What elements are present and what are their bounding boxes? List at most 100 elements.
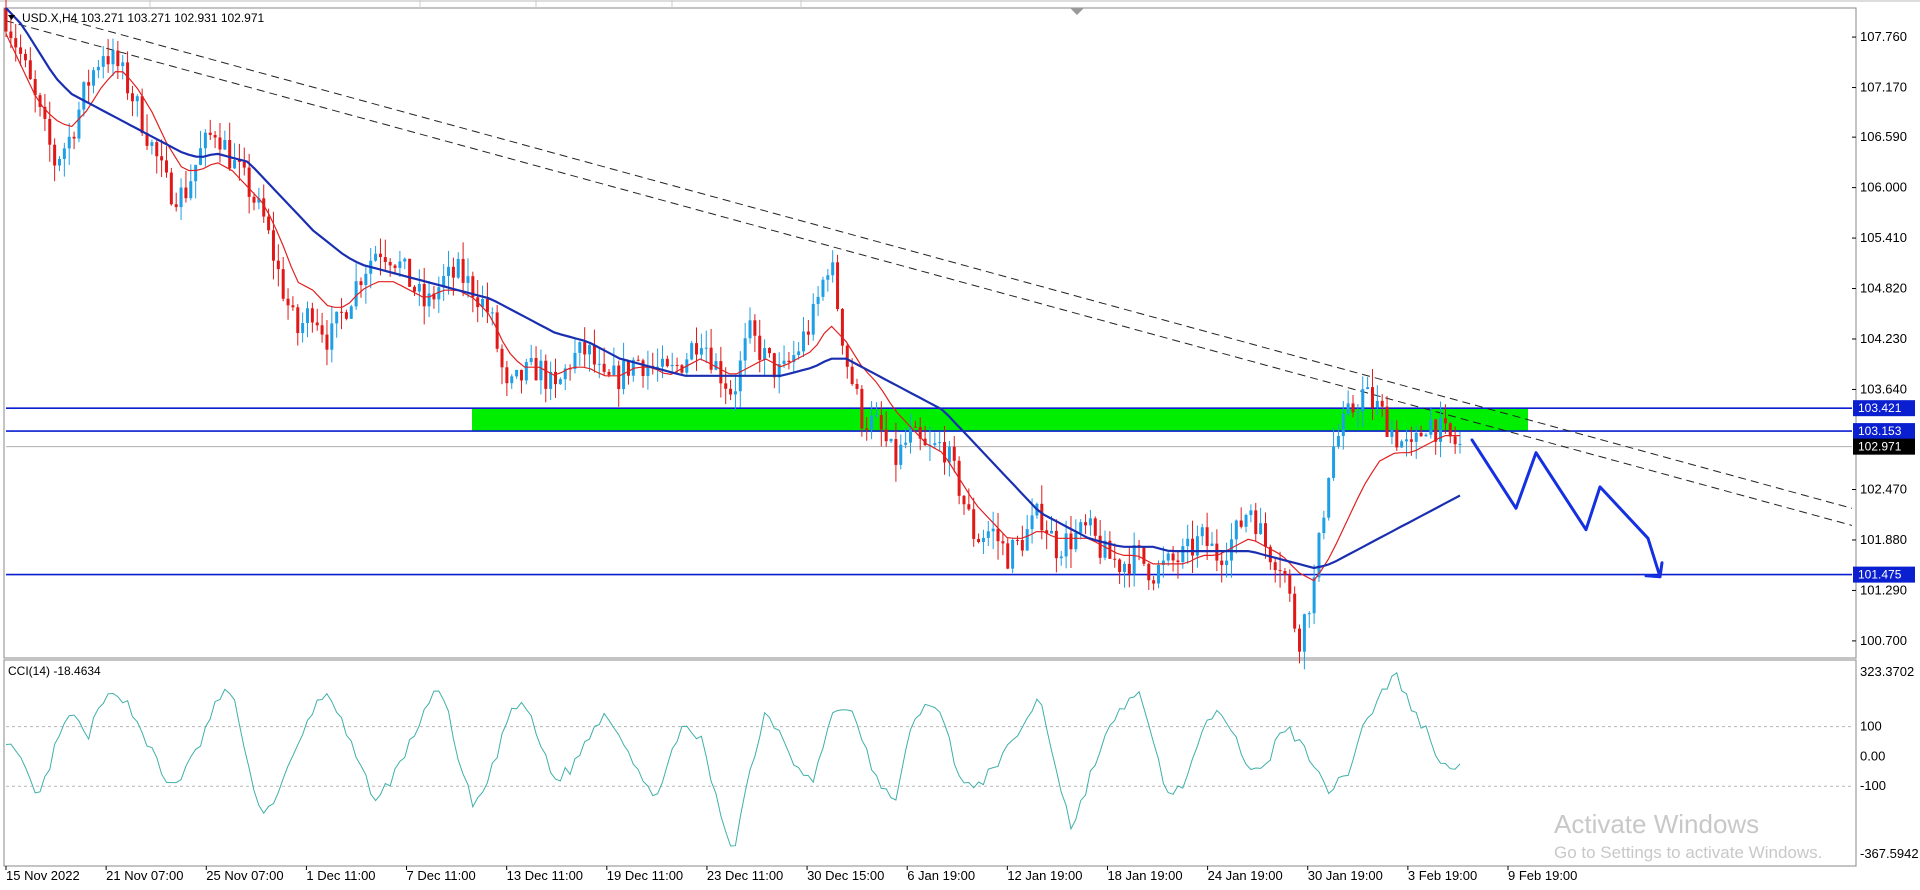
candle-body [422,284,426,307]
candle-body [665,358,669,367]
time-tick-label: 7 Dec 11:00 [407,868,476,883]
candle [554,358,558,398]
candle-body [1239,520,1243,527]
candle [330,306,334,363]
candle-body [1166,553,1170,561]
candle [690,340,694,361]
price-tick-label: 100.700 [1860,633,1907,648]
projection-path[interactable] [1470,438,1662,579]
supply-zone[interactable] [472,408,1528,432]
candle [1064,520,1068,569]
candle-body [296,307,300,334]
candle [787,352,791,370]
candle-body [1205,527,1209,546]
candle [28,47,32,81]
candle-body [806,331,810,335]
candle [578,341,582,366]
activation-watermark-subtitle: Go to Settings to activate Windows. [1554,843,1822,862]
candle [524,358,528,385]
candle-body [670,364,674,367]
candle-body [1322,517,1326,534]
candle [947,441,951,477]
candle [461,242,465,297]
candle [1210,532,1214,547]
candle [150,139,154,155]
candle-body [1259,523,1263,534]
candle-body [874,415,878,417]
candle-body [714,361,718,370]
candle [758,319,762,373]
candle [359,277,363,298]
candle [135,94,139,117]
candle-body [354,281,358,307]
candle-body [1249,510,1253,516]
candle-body [1385,406,1389,437]
candle-body [427,293,431,307]
candle-body [121,62,125,67]
candle-body [1405,439,1409,442]
trendlines[interactable] [5,20,1853,526]
candle-body [583,342,587,355]
candle-body [1361,389,1365,412]
candle [962,494,966,515]
candle [344,309,348,321]
candle [816,286,820,316]
candle [179,178,183,221]
candle-body [471,276,475,298]
candle [811,293,815,341]
candle [62,142,66,177]
projection-layer[interactable] [1470,438,1664,579]
candle-body [1414,432,1418,442]
candle [1074,519,1078,553]
candle [340,298,344,330]
candle [1351,395,1355,418]
candle [101,46,105,79]
candle-body [33,79,37,96]
candle-body [1181,546,1185,563]
candle-body [558,379,562,385]
level-badge-103.153: 103.153 [1858,424,1902,438]
candle-body [904,442,908,445]
candle-body [53,144,57,166]
main-panel-frame [3,7,1857,659]
symbol-header: USD.X,H4 103.271 103.271 102.931 102.971 [22,11,265,25]
candle-body [1453,436,1457,445]
price-tick-label: 107.170 [1860,80,1907,95]
candle [602,347,606,376]
candle [733,374,737,411]
time-tick-label: 15 Nov 2022 [6,868,80,883]
level-badge-103.421: 103.421 [1858,401,1902,415]
horizontal-levels[interactable] [6,407,1852,576]
symbol-menu-icon[interactable] [8,15,15,20]
candle [169,167,173,206]
candle [111,38,115,77]
trendline-2[interactable] [70,20,1853,509]
candle-body [811,303,815,335]
candle-body [179,187,183,208]
candle [67,123,71,165]
candle [466,258,470,298]
cci-tick-label: 323.3702 [1860,664,1914,679]
candle [1161,546,1165,578]
candle-body [802,331,806,352]
candle [1400,439,1404,448]
candle [184,170,188,203]
candle [884,411,888,447]
shift-marker-icon[interactable] [1070,8,1084,15]
candle-body [28,60,32,80]
candle-body [1419,432,1423,437]
candle-body [485,298,489,313]
candle [792,340,796,372]
candle-body [189,181,193,199]
trendline-1[interactable] [5,20,1853,526]
price-tick-label: 101.880 [1860,532,1907,547]
current-price-badge-bg [1853,438,1915,455]
candle-body [1307,613,1311,615]
candle [82,81,86,117]
candle-body [349,306,353,319]
candle [836,254,840,312]
candle [1434,418,1438,455]
candle-body [364,273,368,286]
